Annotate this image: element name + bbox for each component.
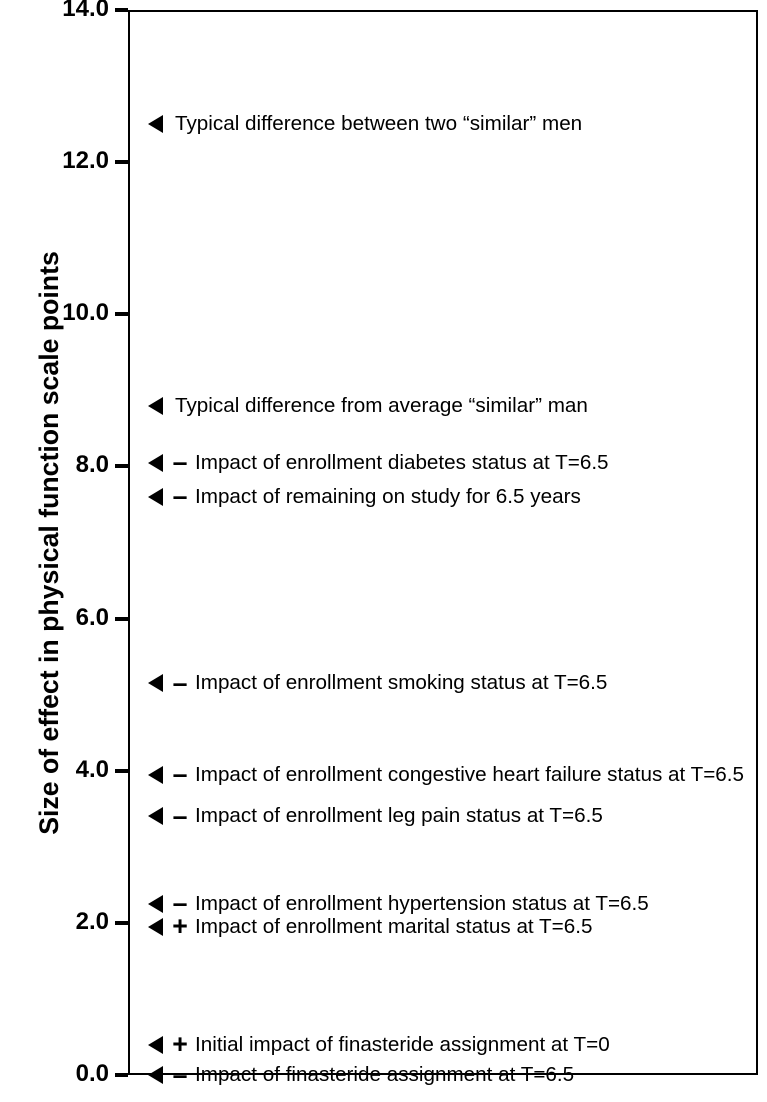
y-tick-label: 0.0	[76, 1060, 109, 1088]
data-point-label: Impact of enrollment hypertension status…	[195, 892, 649, 916]
data-point: Typical difference between two “similar”…	[148, 111, 582, 137]
data-point: Typical difference from average “similar…	[148, 393, 588, 419]
direction-sign: +	[171, 1029, 189, 1060]
data-point-label: Typical difference from average “similar…	[175, 394, 588, 418]
y-tick-label: 4.0	[76, 756, 109, 784]
y-tick	[115, 1073, 128, 1077]
left-triangle-icon	[148, 766, 163, 784]
data-point-label: Impact of enrollment leg pain status at …	[195, 804, 603, 828]
data-point-label: Impact of enrollment smoking status at T…	[195, 671, 607, 695]
data-point: –Impact of remaining on study for 6.5 ye…	[148, 484, 581, 510]
data-point: +Impact of enrollment marital status at …	[148, 914, 592, 940]
left-triangle-icon	[148, 454, 163, 472]
left-triangle-icon	[148, 1036, 163, 1054]
direction-sign: –	[171, 447, 189, 478]
data-point-label: Typical difference between two “similar”…	[175, 112, 582, 136]
y-tick	[115, 312, 128, 316]
data-point-label: Impact of enrollment diabetes status at …	[195, 451, 609, 475]
direction-sign: –	[171, 1060, 189, 1091]
data-point-label: Impact of remaining on study for 6.5 yea…	[195, 485, 581, 509]
direction-sign: +	[171, 911, 189, 942]
left-triangle-icon	[148, 918, 163, 936]
y-axis-label: Size of effect in physical function scal…	[34, 213, 65, 873]
left-triangle-icon	[148, 895, 163, 913]
data-point: –Impact of enrollment leg pain status at…	[148, 803, 603, 829]
data-point: –Impact of enrollment diabetes status at…	[148, 450, 609, 476]
y-tick	[115, 617, 128, 621]
left-triangle-icon	[148, 115, 163, 133]
y-tick	[115, 769, 128, 773]
direction-sign: –	[171, 801, 189, 832]
y-tick-label: 12.0	[62, 147, 109, 175]
y-tick-label: 10.0	[62, 299, 109, 327]
left-triangle-icon	[148, 488, 163, 506]
data-point-label: Initial impact of finasteride assignment…	[195, 1033, 610, 1057]
data-point-label: Impact of enrollment marital status at T…	[195, 915, 592, 939]
direction-sign: –	[171, 481, 189, 512]
data-point: –Impact of enrollment congestive heart f…	[148, 762, 744, 788]
direction-sign: –	[171, 759, 189, 790]
data-point-label: Impact of finasteride assignment at T=6.…	[195, 1063, 574, 1087]
data-point: –Impact of enrollment smoking status at …	[148, 670, 607, 696]
y-tick-label: 2.0	[76, 908, 109, 936]
y-tick	[115, 921, 128, 925]
left-triangle-icon	[148, 674, 163, 692]
direction-sign: –	[171, 668, 189, 699]
effect-size-chart: Size of effect in physical function scal…	[0, 0, 767, 1102]
left-triangle-icon	[148, 1066, 163, 1084]
y-tick	[115, 160, 128, 164]
left-triangle-icon	[148, 397, 163, 415]
y-tick-label: 6.0	[76, 604, 109, 632]
y-tick-label: 8.0	[76, 451, 109, 479]
y-tick	[115, 8, 128, 12]
data-point-label: Impact of enrollment congestive heart fa…	[195, 763, 744, 787]
data-point: –Impact of finasteride assignment at T=6…	[148, 1062, 574, 1088]
y-tick-label: 14.0	[62, 0, 109, 23]
y-tick	[115, 464, 128, 468]
data-point: +Initial impact of finasteride assignmen…	[148, 1032, 610, 1058]
left-triangle-icon	[148, 807, 163, 825]
